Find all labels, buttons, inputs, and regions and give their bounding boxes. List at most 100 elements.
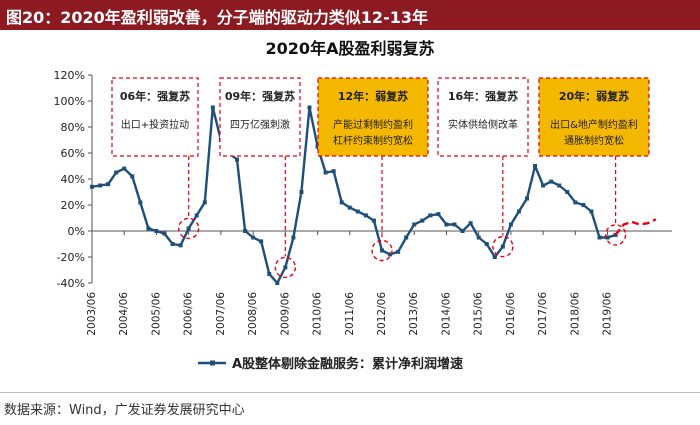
data-point	[581, 203, 586, 207]
data-point	[404, 235, 409, 240]
data-point	[605, 235, 610, 240]
data-point	[323, 170, 328, 175]
y-tick-label: 80%	[61, 121, 85, 134]
data-point	[235, 157, 239, 162]
data-point	[597, 235, 602, 240]
annotation-text: 杠杆约束制约宽松	[333, 134, 413, 147]
annotation-circle	[492, 235, 514, 258]
annotation-circle	[604, 224, 627, 246]
data-point	[251, 235, 256, 240]
data-point	[98, 183, 103, 188]
x-tick-label: 2014/06	[440, 292, 452, 336]
x-tick-label: 2017/06	[537, 292, 549, 336]
data-point	[331, 169, 336, 174]
data-point	[428, 213, 433, 218]
data-point	[315, 144, 320, 149]
source-note: 数据来源：Wind，广发证券发展研究中心	[4, 403, 245, 418]
data-point	[154, 229, 159, 233]
data-point	[355, 209, 360, 214]
x-tick-label: 2018/06	[569, 292, 581, 336]
data-point	[468, 221, 473, 226]
y-tick-label: 120%	[54, 69, 85, 82]
data-point	[508, 222, 513, 227]
data-point	[452, 222, 457, 227]
data-point	[388, 252, 393, 257]
annotation-title: 16年：强复苏	[448, 89, 518, 103]
data-point	[573, 200, 578, 205]
data-point	[138, 200, 143, 205]
data-point	[146, 226, 151, 231]
y-tick-label: 60%	[61, 147, 85, 160]
data-point	[275, 281, 280, 285]
data-point	[500, 244, 505, 249]
data-point	[533, 164, 538, 168]
annotation-text: 产能过剩制约盈利	[333, 118, 413, 131]
x-tick-label: 2013/06	[408, 292, 420, 336]
annotation-frame	[219, 77, 301, 157]
data-point	[476, 235, 481, 240]
data-point	[484, 242, 489, 246]
plot-area	[90, 105, 657, 285]
data-point	[194, 213, 199, 218]
data-point	[291, 235, 296, 240]
data-point	[492, 255, 497, 259]
data-point	[589, 209, 594, 214]
data-point	[412, 222, 417, 227]
data-point	[186, 226, 191, 231]
data-point	[243, 229, 248, 233]
annotation-text: 出口+投资拉动	[121, 118, 189, 131]
figure-title: 图20：2020年盈利弱改善，分子端的驱动力类似12-13年	[6, 8, 428, 27]
data-point	[396, 249, 401, 254]
data-point	[299, 190, 304, 194]
x-tick-label: 2015/06	[473, 292, 485, 336]
data-point	[460, 229, 465, 233]
y-tick-label: 20%	[61, 199, 85, 212]
x-tick-label: 2004/06	[118, 292, 130, 336]
x-tick-label: 2007/06	[215, 292, 227, 336]
annotation-frame	[538, 77, 650, 157]
figure-header: 图20：2020年盈利弱改善，分子端的驱动力类似12-13年	[0, 0, 700, 30]
y-tick-label: 0%	[68, 225, 85, 238]
legend-label: A股整体剔除金融服务：累计净利润增速	[232, 356, 463, 372]
data-point	[549, 179, 554, 184]
annotation-circle	[371, 239, 393, 262]
line-chart: 2020年A股盈利弱复苏 -40% -20% 0% 20% 40% 60% 80% 100% 1…	[54, 39, 672, 372]
x-tick-label: 2005/06	[150, 292, 162, 336]
annotation-circle	[274, 256, 297, 279]
axes: -40% -20% 0% 20% 40% 60% 80% 100% 120% 2003/06 200…	[54, 69, 672, 336]
x-tick-label: 2003/06	[86, 292, 98, 336]
data-point	[420, 218, 425, 223]
annotation-text: 四万亿强刺激	[230, 118, 290, 131]
data-point	[339, 200, 344, 205]
x-tick-label: 2010/06	[312, 292, 324, 336]
annotation-title: 09年：强复苏	[225, 89, 295, 103]
data-point	[363, 213, 368, 218]
y-tick-label: -20%	[57, 251, 85, 264]
data-point	[170, 242, 175, 246]
data-point	[90, 184, 94, 189]
y-tick-label: 40%	[61, 173, 85, 186]
x-tick-label: 2008/06	[247, 292, 259, 336]
y-tick-label: 100%	[54, 95, 85, 108]
annotation-circle	[177, 217, 200, 240]
data-point	[516, 209, 521, 214]
data-point	[371, 218, 376, 223]
x-tick-label: 2006/06	[183, 292, 195, 336]
data-point	[162, 231, 167, 236]
annotation-frame	[111, 77, 199, 157]
x-tick-label: 2016/06	[505, 292, 517, 336]
annotation-frame	[437, 77, 529, 157]
x-tick-label: 2011/06	[344, 292, 356, 336]
annotations: 06年：强复苏出口+投资拉动09年：强复苏四万亿强刺激12年：弱复苏产能过剩制约…	[111, 77, 650, 279]
annotation-text: 实体供给侧改革	[448, 118, 518, 131]
x-tick-label: 2009/06	[279, 292, 291, 336]
data-point	[380, 248, 384, 253]
data-point	[130, 174, 135, 179]
data-point	[436, 212, 441, 217]
data-point	[541, 183, 546, 188]
